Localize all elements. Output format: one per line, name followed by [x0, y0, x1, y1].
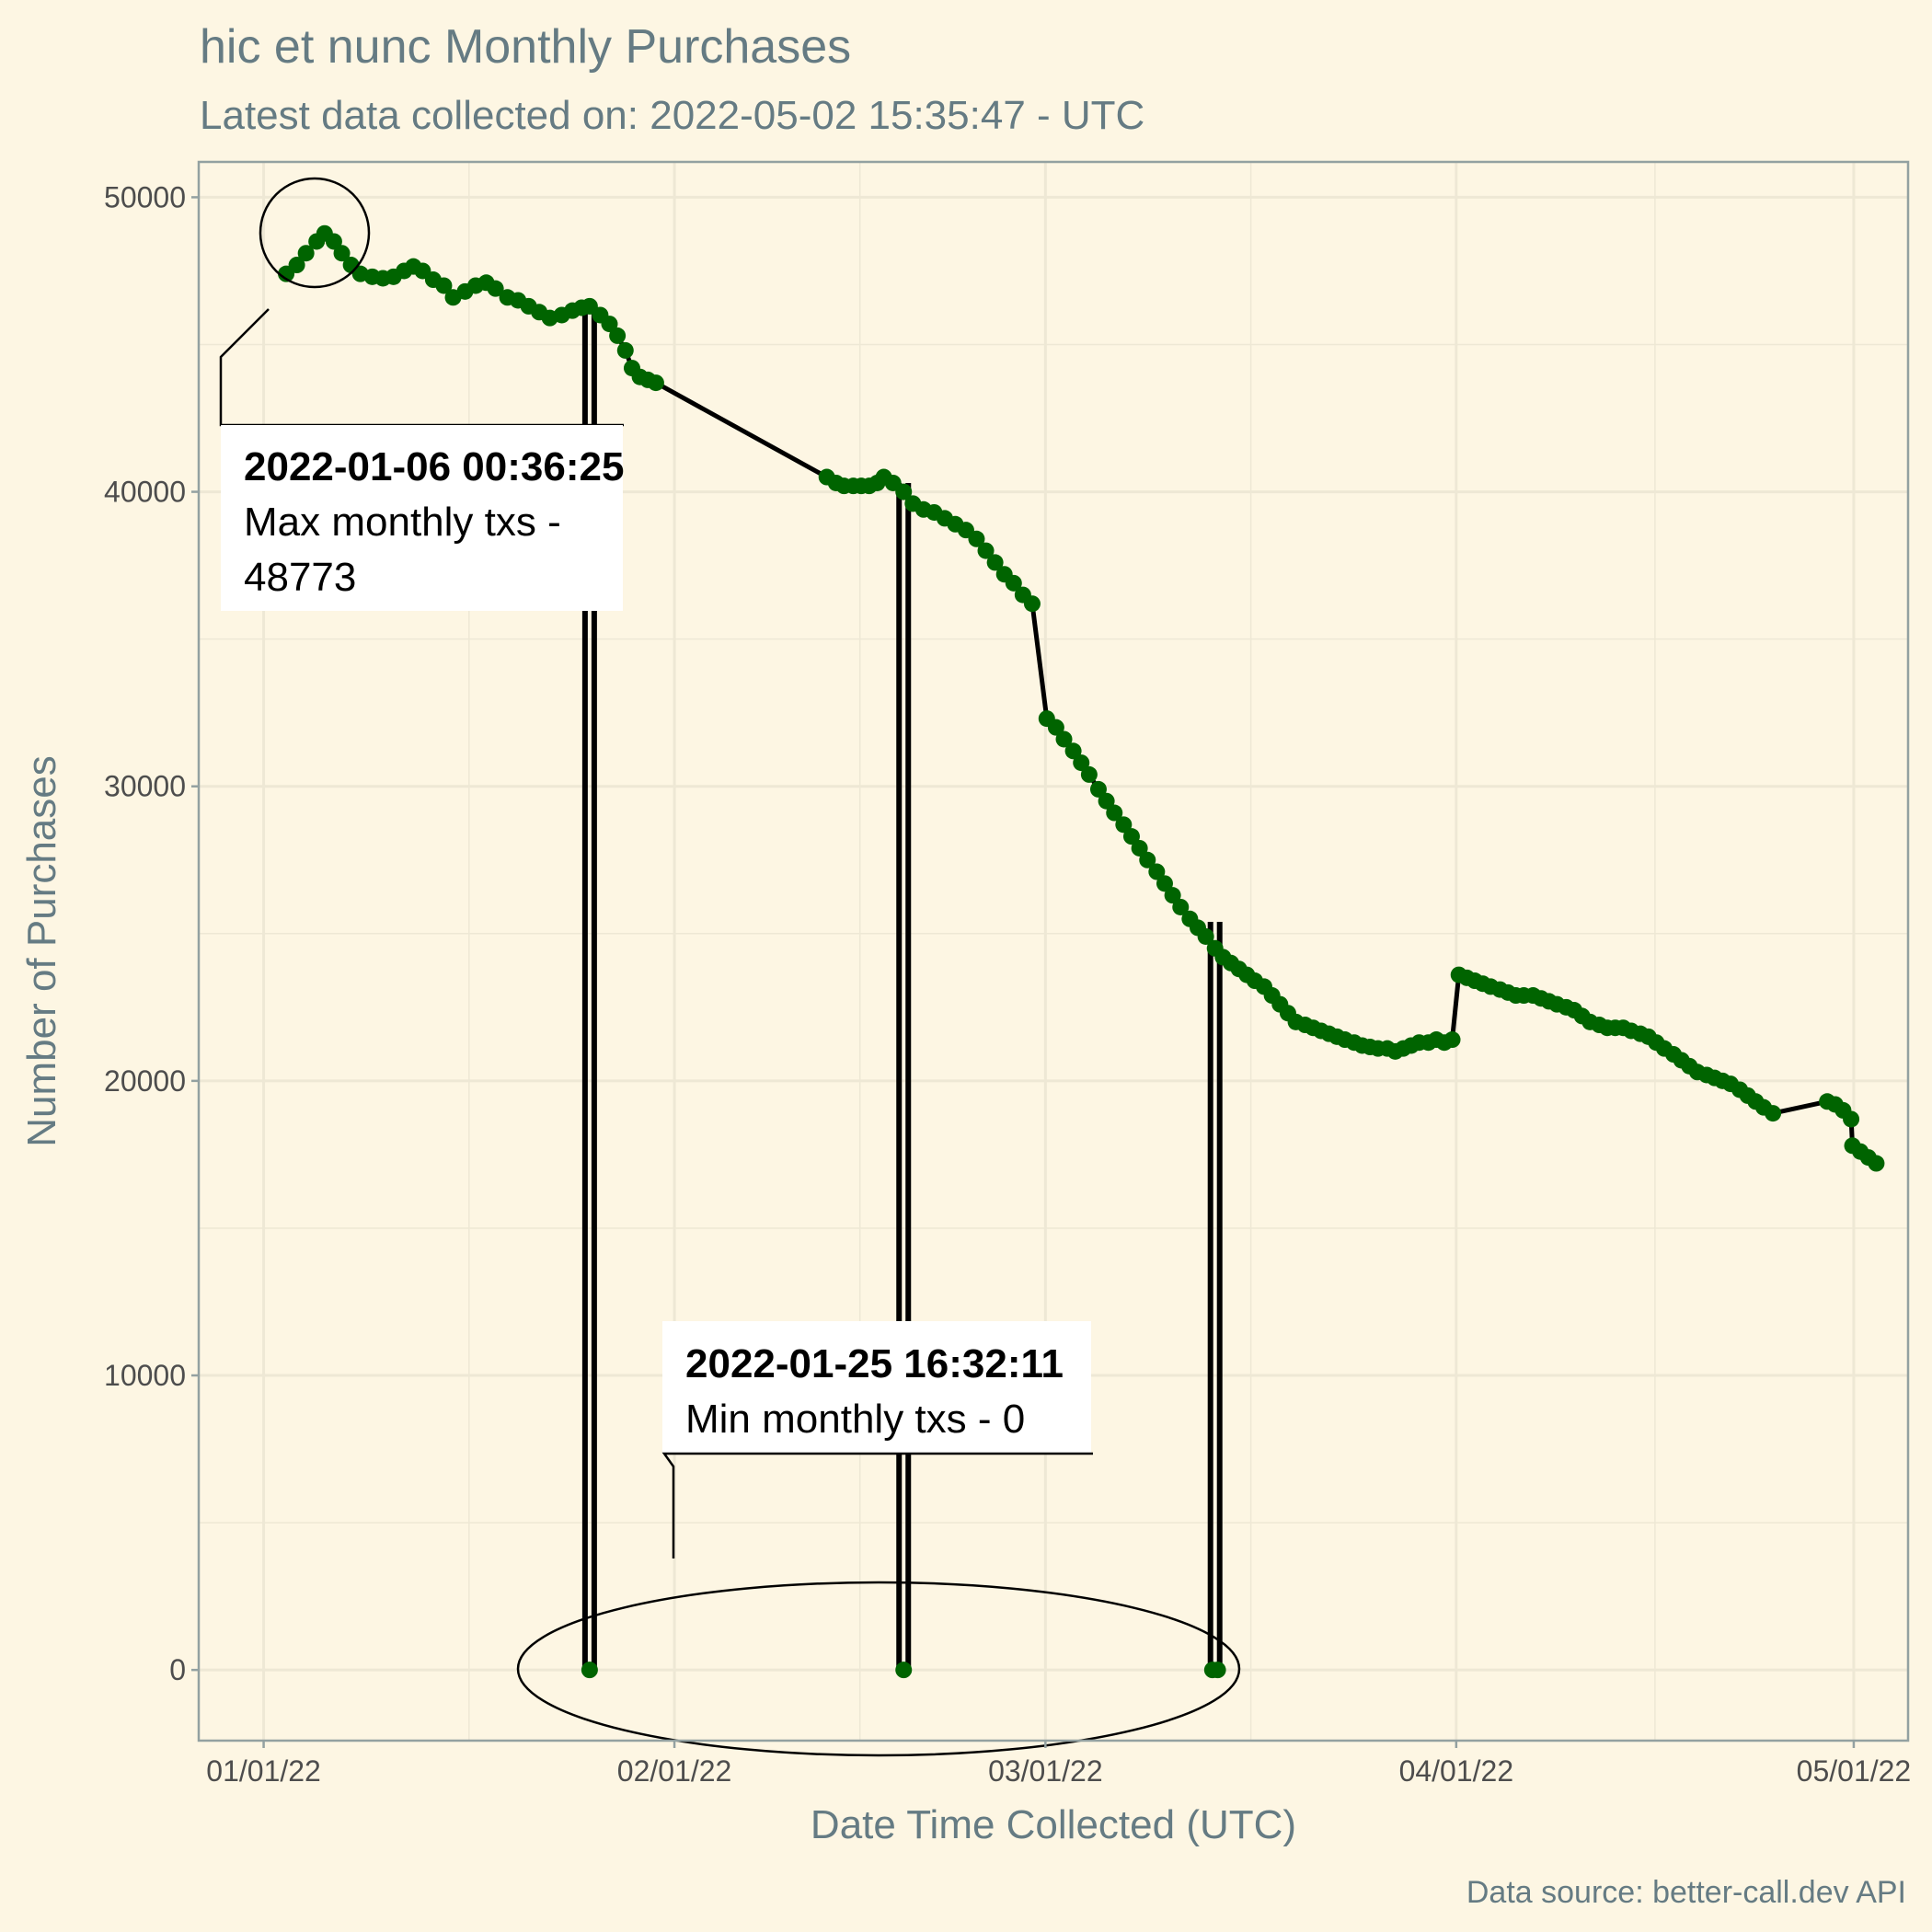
- data-point: [1073, 754, 1090, 772]
- data-point: [895, 483, 913, 500]
- min-label-box: [662, 1321, 1091, 1454]
- data-point: [333, 245, 351, 262]
- y-tick-label: 50000: [104, 180, 186, 213]
- max-circle: [259, 177, 371, 289]
- data-point: [601, 316, 618, 333]
- data-point: [288, 257, 305, 274]
- x-tick-label: 04/01/22: [1399, 1754, 1514, 1788]
- y-tick-label: 10000: [104, 1359, 186, 1392]
- data-point: [1023, 595, 1041, 613]
- data-point: [487, 280, 504, 297]
- data-point: [616, 341, 634, 359]
- data-point: [1106, 804, 1123, 822]
- data-point: [297, 245, 315, 262]
- data-point: [325, 233, 342, 250]
- data-point: [977, 542, 995, 559]
- min-annotation-text: Min monthly txs - 0: [685, 1397, 1025, 1442]
- x-tick-label: 02/01/22: [617, 1754, 732, 1788]
- data-point: [1172, 898, 1190, 915]
- max-annotation-text: 48773: [244, 555, 356, 600]
- x-tick-label: 01/01/22: [206, 1754, 321, 1788]
- data-point: [1005, 574, 1022, 592]
- data-point: [1131, 839, 1148, 857]
- data-point: [1868, 1155, 1885, 1172]
- data-point: [1080, 765, 1098, 783]
- annotations: 2022-01-06 00:36:25 Max monthly txs - 4877…: [219, 177, 1241, 1757]
- max-connector: [219, 308, 624, 427]
- data-point: [968, 530, 985, 547]
- data-point: [609, 327, 627, 344]
- data-point: [1098, 792, 1115, 810]
- series: [278, 224, 1885, 1679]
- y-axis-ticks: 0 10000 20000 30000 40000 50000: [104, 180, 199, 1686]
- data-point: [435, 277, 453, 294]
- max-annotation-text: Max monthly txs -: [244, 500, 561, 545]
- data-point: [647, 374, 664, 392]
- x-axis-ticks: 01/01/22 02/01/22 03/01/22 04/01/22 05/01/22: [206, 1741, 1911, 1788]
- y-tick-label: 0: [169, 1653, 186, 1686]
- data-point: [986, 554, 1004, 571]
- y-tick-label: 20000: [104, 1064, 186, 1098]
- data-point: [1148, 863, 1166, 880]
- data-point: [1115, 816, 1133, 834]
- chart-subtitle: Latest data collected on: 2022-05-02 15:…: [200, 93, 1144, 138]
- y-tick-label: 30000: [104, 770, 186, 803]
- min-annotation-title: 2022-01-25 16:32:11: [685, 1341, 1064, 1386]
- data-point: [1064, 742, 1082, 760]
- series-line: [284, 231, 1878, 1166]
- data-point: [1047, 719, 1064, 736]
- x-tick-label: 05/01/22: [1797, 1754, 1912, 1788]
- y-tick-label: 40000: [104, 476, 186, 509]
- data-point: [1089, 780, 1107, 798]
- zero-point: [581, 1662, 598, 1679]
- panel-border: [197, 160, 1910, 1742]
- max-label-box: [221, 425, 623, 611]
- data-point: [1139, 851, 1156, 868]
- min-ellipse: [516, 1581, 1241, 1757]
- min-connector: [661, 1452, 1093, 1558]
- data-point: [1843, 1110, 1860, 1128]
- data-point: [1055, 730, 1073, 748]
- data-source-caption: Data source: better-call.dev API: [1466, 1875, 1906, 1910]
- x-tick-label: 03/01/22: [988, 1754, 1103, 1788]
- data-point: [1197, 927, 1214, 945]
- grid-major: [199, 162, 1908, 1741]
- y-axis-title: Number of Purchases: [19, 755, 64, 1147]
- chart-title: hic et nunc Monthly Purchases: [200, 20, 851, 74]
- data-point: [1156, 875, 1173, 892]
- data-point: [1164, 887, 1181, 904]
- data-point: [1122, 828, 1140, 845]
- data-point: [1765, 1105, 1782, 1122]
- data-point: [1443, 1031, 1461, 1049]
- max-annotation-title: 2022-01-06 00:36:25: [244, 444, 624, 489]
- x-axis-title: Date Time Collected (UTC): [811, 1802, 1296, 1847]
- grid-minor: [199, 162, 1908, 1741]
- zero-point: [1209, 1662, 1226, 1679]
- zero-point: [895, 1662, 913, 1679]
